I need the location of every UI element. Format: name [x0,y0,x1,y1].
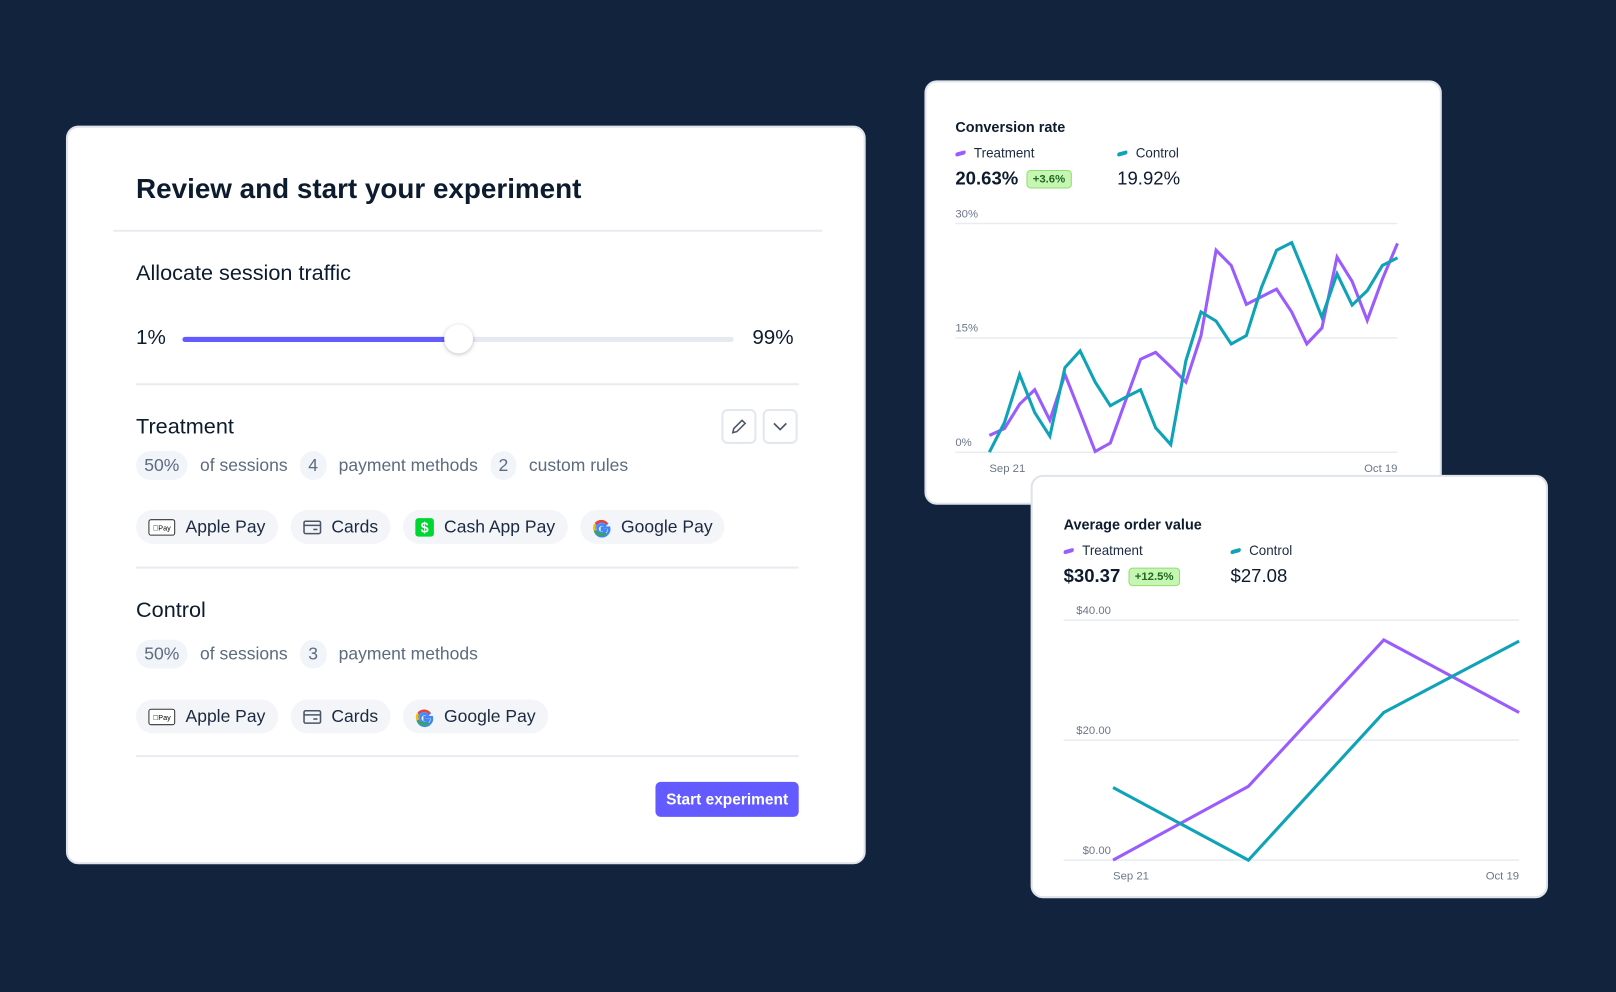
payment-method-chip[interactable]: Cards [290,509,391,544]
svg-text:Pay: Pay [153,523,171,532]
sessions-value: 50% [136,639,188,669]
control-value: 19.92% [1117,167,1181,189]
series-line-control [987,240,1399,453]
control-methods: Pay Apple Pay Cards Google Pay [136,699,548,734]
expand-treatment-button[interactable] [762,408,798,444]
traffic-min-label: 1% [136,326,166,350]
sessions-label: of sessions [199,455,288,475]
x-tick-label: Sep 21 [1113,871,1149,883]
chevron-down-icon [773,422,787,431]
y-tick-label: $0.00 [1083,845,1111,857]
legend-label: Control [1249,542,1293,559]
methods-label: payment methods [338,643,478,664]
x-tick-label: Oct 19 [1364,463,1397,475]
chart-plot: 0% 15% 30% Sep 21 Oct 19 [955,208,1399,475]
y-tick-label: 30% [955,208,978,220]
payment-method-label: Apple Pay [185,706,266,726]
traffic-max-label: 99% [752,326,794,350]
delta-badge: +3.6% [1026,169,1072,188]
payment-method-chip[interactable]: Google Pay [402,699,548,734]
experiment-review-card: Review and start your experiment Allocat… [65,125,866,865]
apple-pay-icon: Pay [148,708,176,725]
control-value: $27.08 [1230,565,1288,587]
traffic-heading: Allocate session traffic [136,261,351,286]
sessions-label: of sessions [199,643,288,664]
treatment-value: 20.63% +3.6% [955,167,1072,190]
legend-control: Control [1230,542,1293,559]
legend-label: Control [1135,145,1179,161]
apple-pay-icon: Pay [148,518,176,536]
payment-method-label: Apple Pay [185,516,266,537]
divider [136,383,799,386]
delta-badge: +12.5% [1128,567,1180,586]
cash-app-icon: $ [415,517,434,537]
y-tick-label: 15% [955,323,978,335]
control-summary: 50% of sessions 3 payment methods [136,639,478,669]
payment-method-chip[interactable]: Cards [290,699,391,734]
divider [136,566,799,569]
divider [113,229,823,232]
edit-treatment-button[interactable] [721,408,757,444]
legend-treatment: Treatment [955,145,1035,161]
methods-count: 4 [299,451,327,481]
series-line-control [1112,639,1520,863]
google-icon [592,518,611,537]
control-heading: Control [136,598,206,623]
svg-text:Pay: Pay [153,713,171,722]
payment-method-chip[interactable]: Pay Apple Pay [136,699,278,734]
treatment-value-text: $30.37 [1063,565,1121,587]
legend-label: Treatment [1082,542,1143,559]
legend-treatment: Treatment [1063,542,1143,559]
treatment-summary: 50% of sessions 4 payment methods 2 cust… [136,451,629,481]
payment-method-chip[interactable]: Pay Apple Pay [136,509,278,544]
methods-count: 3 [299,639,327,669]
legend-label: Treatment [973,145,1035,161]
google-icon [415,707,434,727]
rules-label: custom rules [528,455,629,475]
methods-label: payment methods [338,455,478,475]
traffic-slider[interactable] [182,324,734,354]
treatment-methods: Pay Apple Pay Cards $ Cash App Pay Google Pa… [136,509,725,544]
treatment-value-text: 20.63% [955,167,1019,189]
x-tick-label: Oct 19 [1486,871,1519,883]
y-tick-label: 0% [955,437,971,449]
payment-method-label: Google Pay [444,706,536,726]
chart-title: Average order value [1063,516,1202,533]
slider-fill [182,336,459,342]
chart-plot: $0.00 $20.00 $40.00 Sep 21 Oct 19 [1063,605,1520,883]
payment-method-chip[interactable]: Google Pay [579,509,725,544]
y-tick-label: $20.00 [1076,725,1111,737]
payment-method-label: Cards [331,706,379,726]
sessions-value: 50% [136,451,188,481]
divider [136,755,799,758]
start-experiment-button[interactable]: Start experiment [655,781,799,817]
average-order-value-card: Average order value Treatment Control $30.3… [1030,474,1548,899]
treatment-value: $30.37 +12.5% [1064,566,1180,588]
card-icon [302,709,321,724]
treatment-heading: Treatment [136,415,234,439]
legend-control: Control [1117,145,1179,161]
conversion-rate-card: Conversion rate Treatment Control 20.63% +3.… [924,80,1442,505]
rules-count: 2 [490,451,517,481]
svg-text:$: $ [420,520,428,536]
chart-title: Conversion rate [955,118,1066,135]
payment-method-label: Google Pay [621,516,713,537]
pencil-icon [731,419,747,434]
y-tick-label: $40.00 [1076,605,1111,617]
page-title: Review and start your experiment [136,173,582,204]
card-icon [302,519,321,534]
slider-thumb[interactable] [443,324,473,354]
x-tick-label: Sep 21 [989,463,1025,475]
payment-method-label: Cash App Pay [444,516,556,537]
payment-method-label: Cards [331,516,379,537]
payment-method-chip[interactable]: $ Cash App Pay [402,509,568,544]
